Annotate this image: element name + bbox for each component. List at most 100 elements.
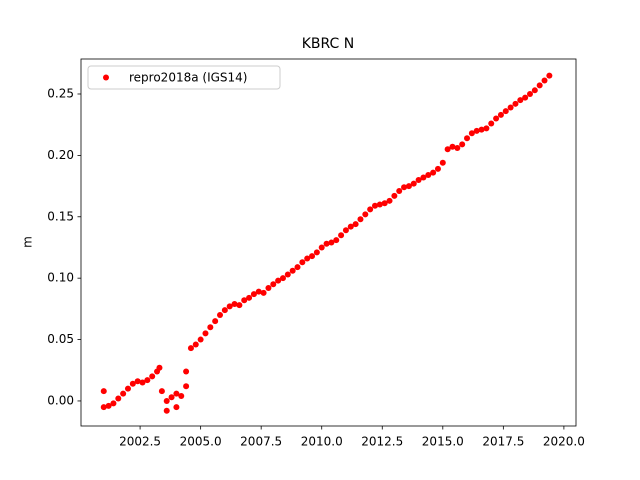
point	[168, 394, 175, 401]
plot-frame	[80, 58, 577, 427]
point	[156, 364, 163, 371]
x-tick-label: 2012.5	[361, 435, 403, 449]
point	[187, 345, 194, 352]
point	[231, 300, 238, 307]
point	[333, 237, 340, 244]
point	[144, 377, 151, 384]
point	[497, 111, 504, 118]
point	[105, 402, 112, 409]
point	[434, 165, 441, 172]
point	[512, 100, 519, 107]
legend-box	[87, 65, 281, 90]
chart-title: KBRC N	[302, 36, 355, 52]
x-tick-label: 2010.0	[301, 435, 343, 449]
legend-marker	[103, 74, 109, 81]
point	[270, 281, 277, 288]
y-tick-label: 0.00	[47, 393, 74, 407]
point	[342, 227, 349, 234]
point	[120, 390, 127, 397]
point	[226, 303, 233, 310]
point	[386, 197, 393, 204]
point	[139, 379, 146, 386]
point	[415, 176, 422, 183]
point	[531, 87, 538, 94]
x-tick-label: 2020.0	[543, 435, 585, 449]
point	[483, 125, 490, 132]
point	[110, 400, 117, 407]
point	[410, 180, 417, 187]
point	[464, 135, 471, 142]
point	[502, 108, 509, 115]
point	[362, 211, 369, 218]
point	[217, 312, 224, 319]
y-axis-label: m	[21, 236, 35, 248]
y-tick-label: 0.20	[47, 148, 74, 162]
point	[371, 202, 378, 209]
point	[381, 200, 388, 207]
point	[444, 146, 451, 153]
point	[318, 244, 325, 251]
point	[183, 368, 190, 375]
legend-label: repro2018a (IGS14)	[129, 71, 247, 85]
point	[352, 221, 359, 228]
point	[124, 385, 131, 392]
point	[357, 216, 364, 223]
point	[207, 324, 214, 331]
point	[129, 380, 136, 387]
point	[221, 307, 228, 314]
point	[289, 267, 296, 274]
point	[396, 187, 403, 194]
point	[313, 249, 320, 256]
point	[134, 378, 141, 385]
point	[158, 388, 165, 395]
point	[173, 404, 180, 411]
point	[173, 390, 180, 397]
point	[202, 330, 209, 337]
point	[459, 141, 466, 148]
point	[275, 277, 282, 284]
y-tick-label: 0.10	[47, 271, 74, 285]
point	[468, 130, 475, 137]
point	[163, 407, 170, 414]
point	[536, 82, 543, 89]
point	[454, 145, 461, 152]
point	[493, 115, 500, 122]
x-tick-label: 2015.0	[422, 435, 464, 449]
y-tick-label: 0.15	[47, 209, 74, 223]
point	[279, 275, 286, 282]
point	[488, 120, 495, 127]
point	[294, 264, 301, 271]
point	[100, 404, 107, 411]
point	[478, 126, 485, 133]
point	[430, 169, 437, 176]
x-tick-label: 2005.0	[180, 435, 222, 449]
point	[115, 395, 122, 402]
point	[212, 318, 219, 325]
x-tick-label: 2017.5	[482, 435, 524, 449]
point	[260, 289, 267, 296]
point	[236, 302, 243, 309]
point	[391, 192, 398, 199]
point	[149, 373, 156, 380]
point	[299, 259, 306, 266]
point	[449, 143, 456, 150]
point	[250, 291, 257, 298]
point	[367, 206, 374, 213]
point	[255, 288, 262, 295]
point	[338, 232, 345, 239]
y-tick-label: 0.05	[47, 332, 74, 346]
point	[347, 223, 354, 230]
x-tick-label: 2007.5	[240, 435, 282, 449]
point	[241, 297, 248, 304]
point	[517, 97, 524, 104]
point	[178, 393, 185, 400]
point	[304, 255, 311, 262]
point	[526, 90, 533, 97]
point	[183, 383, 190, 390]
point	[163, 397, 170, 404]
point	[473, 127, 480, 134]
x-tick-label: 2002.5	[119, 435, 161, 449]
point	[328, 239, 335, 246]
